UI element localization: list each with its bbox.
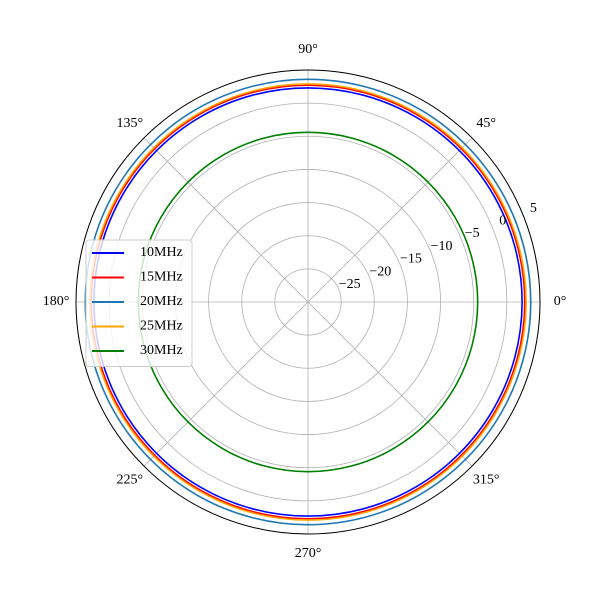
legend-label: 30MHz xyxy=(140,343,183,358)
radial-tick-label: 5 xyxy=(530,201,537,216)
legend-box xyxy=(85,239,193,367)
grid-spoke xyxy=(143,137,309,303)
radial-tick-label: 0 xyxy=(499,214,506,229)
series-line xyxy=(84,78,532,526)
legend-label: 15MHz xyxy=(140,270,183,285)
radial-tick-label: −15 xyxy=(400,252,422,267)
angle-tick-label: 225° xyxy=(117,472,144,487)
angle-tick-label: 180° xyxy=(43,294,70,309)
grid-spoke xyxy=(143,301,309,467)
angle-tick-label: 270° xyxy=(295,546,322,561)
grid-spoke xyxy=(307,137,473,303)
angle-tick-label: 135° xyxy=(117,116,144,131)
grid-spoke xyxy=(307,301,473,467)
angle-tick-label: 45° xyxy=(476,116,496,131)
radial-tick-label: −5 xyxy=(465,226,480,241)
polar-frame xyxy=(75,69,541,535)
angle-tick-label: 0° xyxy=(554,294,567,309)
radial-tick-label: −25 xyxy=(339,277,361,292)
legend-label: 10MHz xyxy=(140,245,183,260)
angle-tick-label: 315° xyxy=(473,472,500,487)
angle-tick-label: 90° xyxy=(298,42,318,57)
legend-label: 20MHz xyxy=(140,294,183,309)
radial-tick-label: −20 xyxy=(369,264,391,279)
radial-tick-label: −10 xyxy=(431,239,453,254)
legend-label: 25MHz xyxy=(140,319,183,334)
